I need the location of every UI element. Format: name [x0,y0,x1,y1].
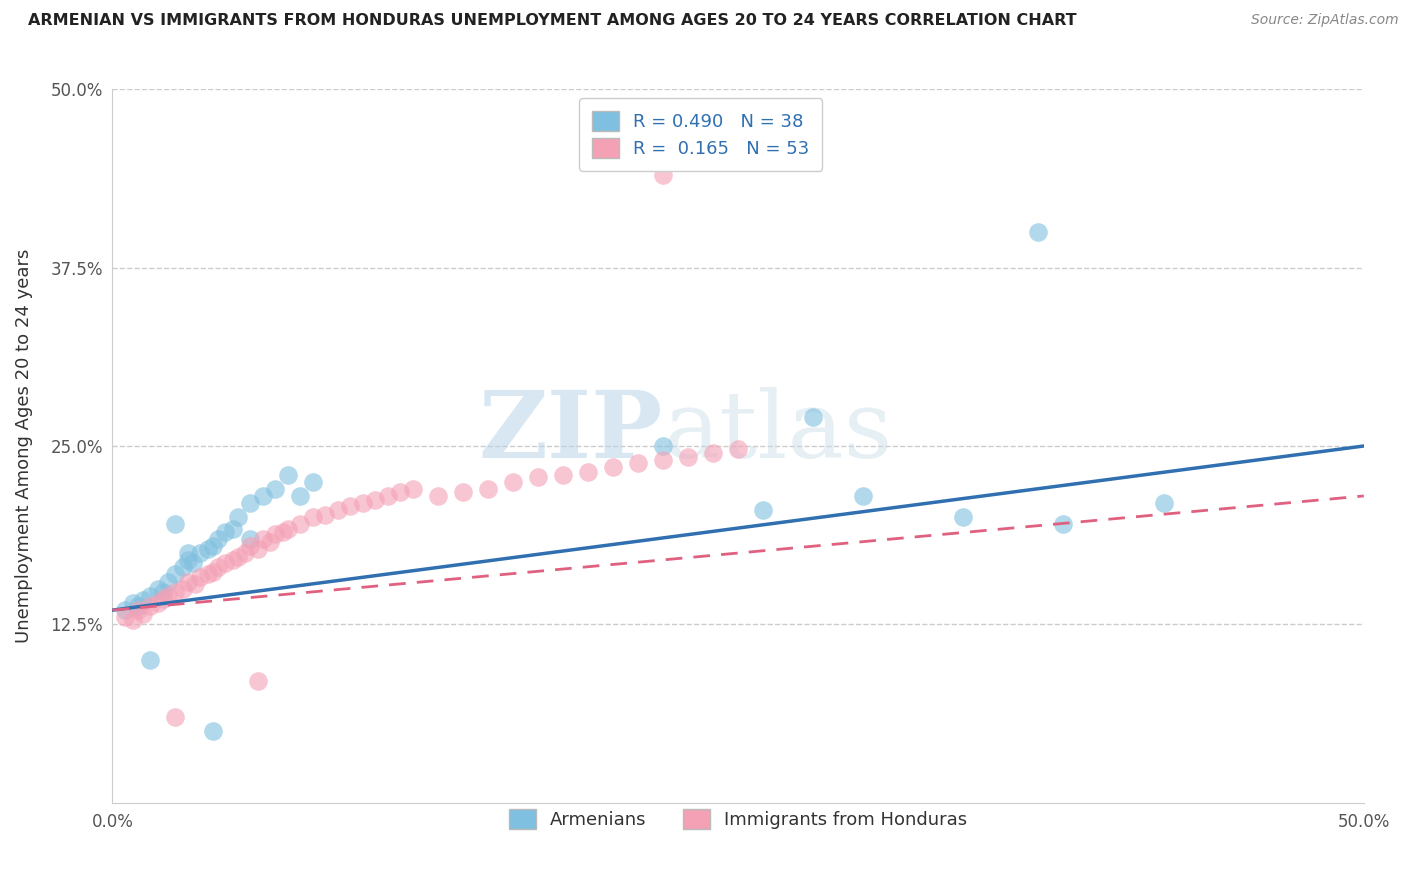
Point [264,527,287,541]
Text: ZIP: ZIP [479,387,664,476]
Text: atlas: atlas [664,387,893,476]
Point [259,534,281,549]
Point [176,574,198,589]
Point [702,446,724,460]
Point [290,517,312,532]
Point [264,482,287,496]
Point [114,603,136,617]
Y-axis label: Unemployment Among Ages 20 to 24 years: Unemployment Among Ages 20 to 24 years [15,249,34,643]
Point [127,599,149,613]
Point [301,510,323,524]
Point [502,475,524,489]
Point [627,456,650,470]
Point [246,674,269,689]
Point [197,541,219,556]
Point [252,489,274,503]
Point [801,410,824,425]
Point [184,577,207,591]
Point [314,508,336,522]
Legend: Armenians, Immigrants from Honduras: Armenians, Immigrants from Honduras [502,802,974,837]
Point [352,496,374,510]
Point [207,560,229,574]
Point [131,607,153,622]
Text: Source: ZipAtlas.com: Source: ZipAtlas.com [1251,13,1399,28]
Point [188,570,211,584]
Point [527,470,550,484]
Point [131,593,153,607]
Point [652,168,675,182]
Point [207,532,229,546]
Point [389,484,412,499]
Point [114,610,136,624]
Point [176,546,198,560]
Point [676,450,699,465]
Point [139,653,162,667]
Point [426,489,449,503]
Point [172,582,194,596]
Point [221,553,243,567]
Point [188,546,211,560]
Point [214,556,236,570]
Point [139,589,162,603]
Point [551,467,574,482]
Point [252,532,274,546]
Point [176,553,198,567]
Point [326,503,349,517]
Point [239,532,262,546]
Point [233,546,256,560]
Point [121,596,143,610]
Point [181,556,204,570]
Point [163,584,186,599]
Point [339,499,361,513]
Point [197,567,219,582]
Point [226,550,249,565]
Point [290,489,312,503]
Point [163,710,186,724]
Point [201,724,224,739]
Point [214,524,236,539]
Point [156,574,179,589]
Point [301,475,323,489]
Point [201,539,224,553]
Point [451,484,474,499]
Point [752,503,775,517]
Point [201,565,224,579]
Point [146,582,169,596]
Point [271,524,294,539]
Point [852,489,875,503]
Point [377,489,399,503]
Point [163,517,186,532]
Point [226,510,249,524]
Point [602,460,624,475]
Point [221,522,243,536]
Point [246,541,269,556]
Point [402,482,425,496]
Point [146,596,169,610]
Point [477,482,499,496]
Point [1153,496,1175,510]
Point [239,496,262,510]
Point [121,613,143,627]
Point [652,439,675,453]
Point [156,589,179,603]
Point [239,539,262,553]
Point [1052,517,1074,532]
Point [277,467,299,482]
Point [364,493,387,508]
Point [152,591,174,606]
Point [152,584,174,599]
Point [652,453,675,467]
Point [1028,225,1050,239]
Text: ARMENIAN VS IMMIGRANTS FROM HONDURAS UNEMPLOYMENT AMONG AGES 20 TO 24 YEARS CORR: ARMENIAN VS IMMIGRANTS FROM HONDURAS UNE… [28,13,1077,29]
Point [127,603,149,617]
Point [172,560,194,574]
Point [952,510,974,524]
Point [139,599,162,613]
Point [277,522,299,536]
Point [163,567,186,582]
Point [727,442,749,456]
Point [576,465,599,479]
